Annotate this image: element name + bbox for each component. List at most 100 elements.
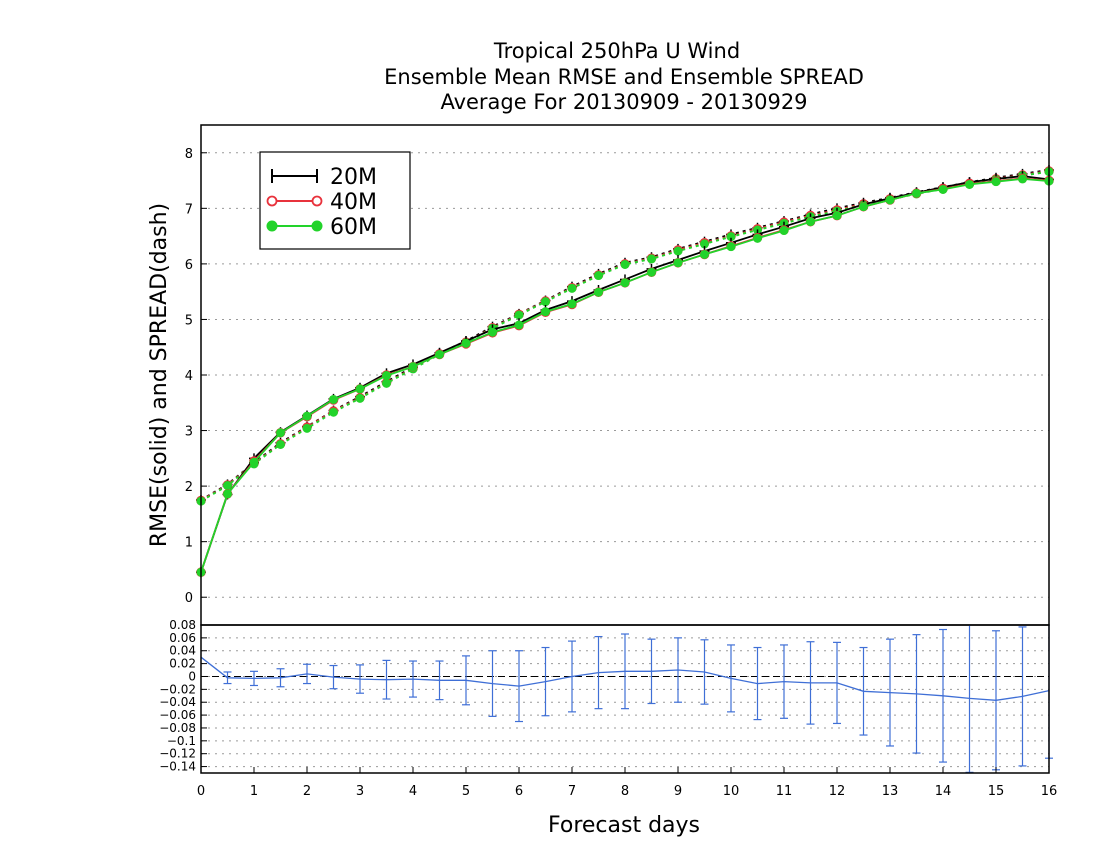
point-60m-solid bbox=[435, 349, 444, 359]
point-60m-dash bbox=[514, 310, 524, 320]
bottom-y-tick-label: −0.14 bbox=[159, 760, 196, 774]
x-tick-label: 15 bbox=[988, 784, 1005, 799]
point-60m-dash bbox=[700, 239, 709, 249]
title-line-1: Tropical 250hPa U Wind bbox=[493, 39, 740, 63]
point-60m-solid bbox=[302, 411, 312, 421]
point-60m-solid bbox=[594, 287, 603, 297]
point-60m-dash bbox=[726, 232, 736, 242]
legend-marker-60m-left bbox=[266, 220, 278, 232]
x-tick-label: 2 bbox=[303, 784, 311, 799]
point-60m-solid bbox=[912, 188, 921, 198]
bottom-y-tick-label: −0.1 bbox=[167, 734, 196, 748]
x-tick-label: 8 bbox=[621, 784, 629, 799]
point-60m-solid bbox=[806, 217, 815, 227]
point-60m-solid bbox=[779, 226, 789, 236]
top-y-tick-label: 4 bbox=[185, 369, 193, 384]
point-60m-dash bbox=[567, 283, 577, 293]
x-tick-label: 7 bbox=[568, 784, 576, 799]
point-60m-dash bbox=[223, 481, 232, 491]
legend: 20M 40M 60M bbox=[259, 151, 411, 250]
bottom-y-tick-label: −0.06 bbox=[159, 708, 196, 722]
point-60m-solid bbox=[938, 184, 948, 194]
x-tick-label: 5 bbox=[462, 784, 470, 799]
point-60m-dash bbox=[541, 297, 550, 307]
point-60m-solid bbox=[355, 384, 365, 394]
point-60m-solid bbox=[991, 177, 1001, 187]
title-line-2: Ensemble Mean RMSE and Ensemble SPREAD bbox=[384, 65, 864, 89]
x-tick-label: 6 bbox=[515, 784, 523, 799]
bottom-y-tick-label: 0.08 bbox=[169, 618, 196, 632]
x-axis-label: Forecast days bbox=[548, 813, 700, 838]
point-60m-solid bbox=[726, 242, 736, 252]
top-y-tick-label: 5 bbox=[185, 313, 193, 328]
point-60m-dash bbox=[355, 393, 365, 403]
point-60m-solid bbox=[223, 489, 232, 499]
point-60m-solid bbox=[620, 278, 630, 288]
top-y-axis-label: RMSE(solid) and SPREAD(dash) bbox=[147, 203, 172, 547]
bottom-y-tick-label: −0.04 bbox=[159, 695, 196, 709]
top-series-layer bbox=[196, 165, 1054, 578]
top-y-tick-label: 6 bbox=[185, 258, 193, 273]
point-60m-solid bbox=[382, 371, 391, 381]
difference-series-line bbox=[200, 656, 1050, 701]
bottom-y-axis-ticks: 0.080.060.040.020−0.02−0.04−0.06−0.08−0.… bbox=[159, 618, 207, 774]
top-y-tick-label: 3 bbox=[185, 425, 193, 440]
legend-entry-60m: 60M bbox=[266, 215, 377, 240]
point-60m-solid bbox=[700, 249, 709, 259]
point-60m-solid bbox=[753, 233, 762, 243]
x-tick-label: 13 bbox=[882, 784, 899, 799]
x-tick-label: 12 bbox=[829, 784, 846, 799]
legend-marker-40m-right bbox=[311, 195, 323, 207]
top-y-tick-label: 8 bbox=[185, 147, 193, 162]
point-60m-solid bbox=[567, 299, 577, 309]
x-axis-ticks: 0 1 2 3 4 5 6 7 8 9 10 11 12 13 14 15 16 bbox=[197, 767, 1057, 799]
point-60m-solid bbox=[276, 428, 285, 438]
point-60m-dash bbox=[276, 439, 285, 449]
point-60m-solid bbox=[461, 338, 471, 348]
bottom-y-tick-label: 0.02 bbox=[169, 657, 196, 671]
x-tick-label: 14 bbox=[935, 784, 952, 799]
top-y-tick-label: 0 bbox=[185, 591, 193, 606]
top-y-tick-label: 7 bbox=[185, 202, 193, 217]
point-60m-solid bbox=[541, 307, 550, 317]
legend-entry-40m: 40M bbox=[266, 190, 377, 215]
point-60m-solid bbox=[647, 267, 656, 277]
x-tick-label: 9 bbox=[674, 784, 682, 799]
point-60m-dash bbox=[620, 259, 630, 269]
top-panel: 0 1 2 3 4 5 6 7 8 RMSE(solid) and SPREAD(dash) bbox=[147, 124, 1054, 626]
point-60m-solid bbox=[1018, 174, 1027, 184]
bottom-y-tick-label: 0 bbox=[188, 669, 196, 683]
x-tick-label: 1 bbox=[250, 784, 258, 799]
point-60m-dash bbox=[329, 407, 338, 417]
x-tick-label: 4 bbox=[409, 784, 417, 799]
point-60m-solid bbox=[249, 457, 259, 467]
legend-entry-20m: 20M bbox=[271, 165, 377, 190]
x-tick-label: 0 bbox=[197, 784, 205, 799]
chart-title: Tropical 250hPa U Wind Ensemble Mean RMS… bbox=[384, 39, 864, 114]
point-60m-solid bbox=[408, 362, 418, 372]
point-60m-dash bbox=[382, 378, 391, 388]
x-tick-label: 10 bbox=[723, 784, 740, 799]
top-y-tick-label: 1 bbox=[185, 536, 193, 551]
point-60m-solid bbox=[514, 320, 524, 330]
bottom-y-tick-label: −0.08 bbox=[159, 721, 196, 735]
legend-label-60m: 60M bbox=[330, 215, 377, 240]
point-60m-dash bbox=[302, 423, 312, 433]
title-line-3: Average For 20130909 - 20130929 bbox=[440, 90, 807, 114]
point-60m-solid bbox=[329, 394, 338, 404]
point-60m-solid bbox=[488, 327, 497, 337]
bottom-series-layer bbox=[200, 625, 1053, 773]
point-60m-dash bbox=[594, 271, 603, 281]
top-y-axis-ticks: 0 1 2 3 4 5 6 7 8 bbox=[185, 147, 207, 606]
legend-label-40m: 40M bbox=[330, 190, 377, 215]
bottom-panel: 0.080.060.040.020−0.02−0.04−0.06−0.08−0.… bbox=[159, 618, 1057, 838]
x-tick-label: 11 bbox=[776, 784, 793, 799]
top-y-tick-label: 2 bbox=[185, 480, 193, 495]
bottom-y-tick-label: 0.06 bbox=[169, 631, 196, 645]
bottom-y-tick-label: −0.02 bbox=[159, 682, 196, 696]
point-60m-dash bbox=[647, 254, 656, 264]
point-60m-solid bbox=[673, 258, 683, 268]
point-60m-solid bbox=[832, 211, 842, 221]
x-tick-label: 16 bbox=[1041, 784, 1058, 799]
